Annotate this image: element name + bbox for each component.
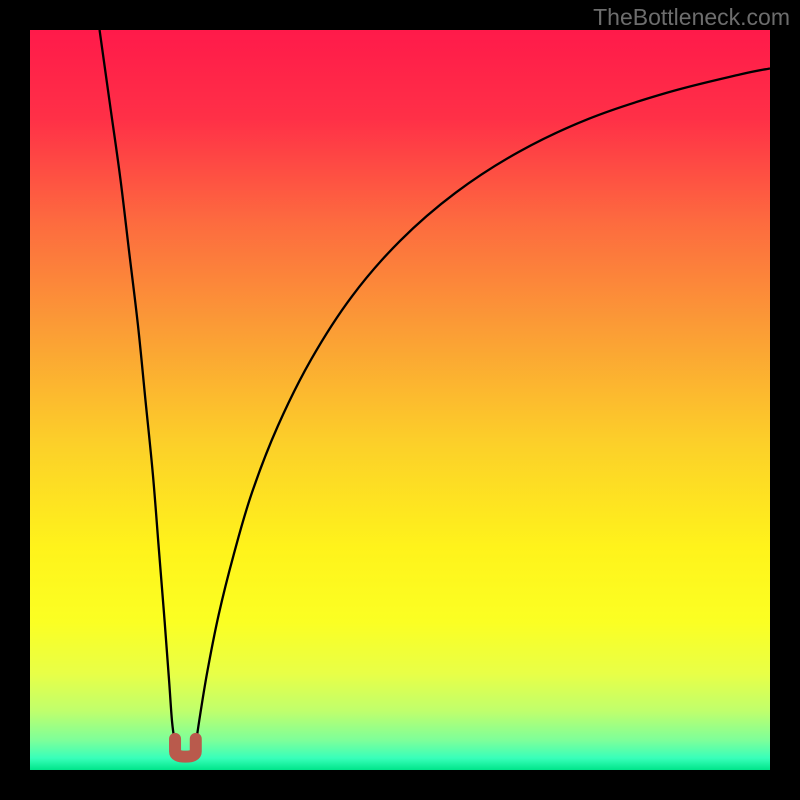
watermark-text: TheBottleneck.com bbox=[593, 4, 790, 31]
gradient-background bbox=[30, 30, 770, 770]
chart-container: TheBottleneck.com bbox=[0, 0, 800, 800]
bottleneck-chart bbox=[0, 0, 800, 800]
